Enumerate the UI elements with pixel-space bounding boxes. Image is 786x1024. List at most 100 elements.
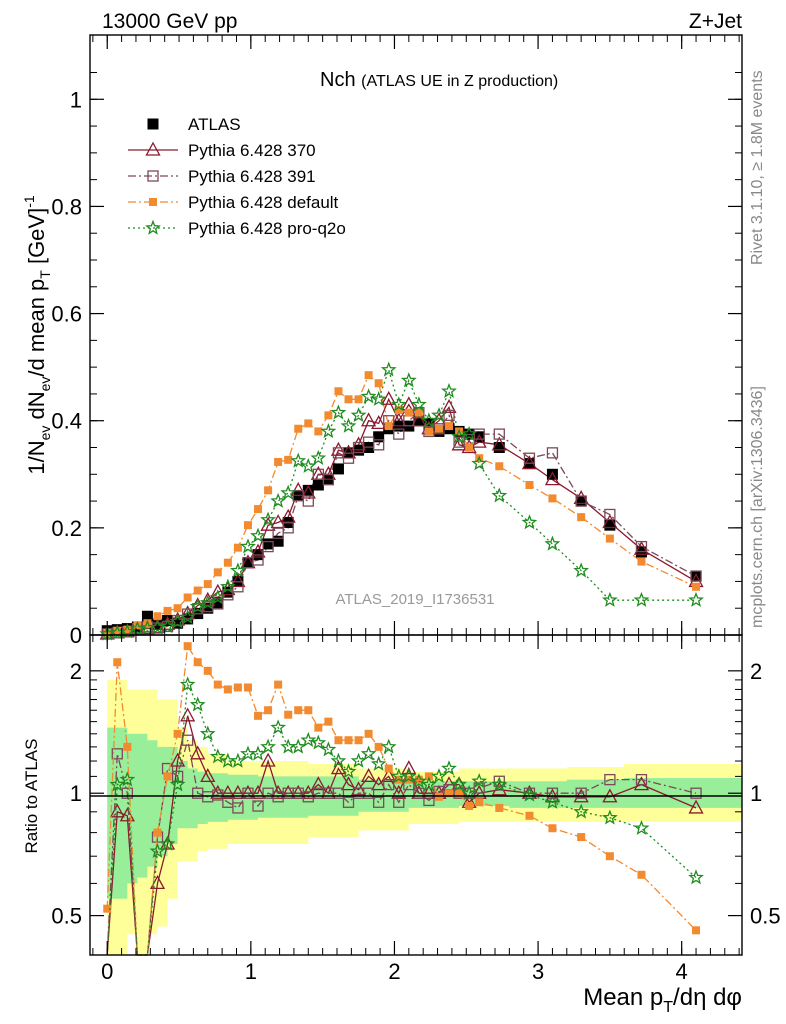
data-point-pdefault [344, 395, 353, 404]
ratio-point-p370 [401, 760, 417, 775]
ratio-point-pq2o [688, 869, 704, 885]
ratio-point-p370 [250, 784, 266, 799]
data-point-p391 [575, 495, 587, 507]
data-point-p370 [451, 436, 467, 451]
data-point-pq2o [380, 361, 397, 377]
ratio-point-p370 [119, 807, 135, 822]
data-point-atlas [262, 538, 274, 550]
data-point-p370 [230, 573, 246, 588]
data-point-pq2o [491, 487, 508, 503]
ratio-point-pq2o [471, 773, 488, 788]
data-point-atlas [222, 586, 234, 598]
legend-marker-pdefault [149, 198, 157, 206]
data-point-atlas [604, 519, 616, 531]
ratio-point-pq2o [250, 745, 266, 761]
x-tick-label: 4 [676, 959, 688, 984]
data-point-pdefault [465, 443, 474, 452]
ratio-point-p370 [381, 768, 397, 783]
data-point-pdefault [324, 411, 333, 420]
data-point-pq2o [451, 428, 468, 444]
ratio-point-p370 [421, 784, 437, 799]
x-tick-label: 1 [245, 959, 257, 984]
data-point-p391 [262, 540, 274, 553]
ratio-point-pq2o [149, 842, 166, 858]
ratio-point-p370 [260, 752, 276, 767]
ratio-point-pdefault [455, 789, 464, 798]
data-point-p391 [604, 508, 616, 521]
data-point-p370 [300, 484, 316, 499]
data-point-pq2o [179, 608, 196, 625]
ratio-point-p391 [413, 787, 425, 799]
data-point-pdefault [414, 408, 423, 417]
data-point-pdefault [525, 481, 534, 489]
ratio-point-pdefault [243, 683, 252, 692]
data-point-pq2o [601, 591, 618, 607]
data-point-pdefault [243, 521, 252, 530]
data-point-pq2o [688, 591, 704, 607]
ratio-point-p391 [635, 773, 648, 786]
ratio-point-pdefault [605, 852, 614, 861]
ratio-point-pdefault [475, 798, 484, 807]
data-point-p391 [342, 452, 355, 464]
ratio-point-pq2o [370, 755, 387, 771]
svg-text:1/Nev dNev/d mean pT [GeV]-1: 1/Nev dNev/d mean pT [GeV]-1 [21, 195, 53, 475]
ratio-tick-label: 0.5 [51, 904, 82, 929]
data-point-p370 [371, 415, 387, 430]
rivet-version-label: Rivet 3.1.10, ≥ 1.8M events [749, 70, 766, 265]
ratio-point-p391 [604, 773, 616, 786]
ratio-point-pq2o [431, 768, 447, 784]
data-point-p370 [633, 540, 650, 555]
ratio-point-p391 [242, 787, 254, 799]
legend-marker-pq2o [145, 219, 161, 235]
data-point-atlas [272, 535, 284, 547]
data-point-pq2o [400, 372, 417, 388]
ratio-point-pdefault [445, 789, 454, 798]
ratio-point-p370 [200, 768, 216, 783]
mcplots-label: mcplots.cern.ch [arXiv:1306.3436] [749, 386, 766, 628]
data-point-pq2o [300, 458, 317, 473]
ratio-point-pq2o [320, 741, 337, 757]
data-point-p391 [493, 428, 505, 440]
ratio-point-p370 [330, 760, 347, 775]
data-point-atlas [373, 431, 385, 443]
data-point-p370 [320, 465, 336, 480]
data-point-p391 [635, 540, 648, 553]
data-point-p391 [523, 452, 536, 464]
data-point-pdefault [193, 586, 202, 595]
ratio-point-p370 [633, 776, 650, 791]
data-point-pdefault [133, 621, 142, 630]
ratio-point-p391 [362, 787, 375, 799]
data-point-atlas [413, 415, 425, 427]
data-point-p391 [443, 409, 455, 422]
data-point-pdefault [173, 604, 182, 613]
x-tick-label: 0 [101, 959, 113, 984]
ratio-point-p370 [688, 799, 704, 814]
data-point-pdefault [264, 486, 273, 495]
data-point-p391 [546, 447, 559, 459]
ratio-point-pdefault [153, 828, 162, 837]
data-point-pdefault [637, 557, 646, 566]
legend-label-p370: Pythia 6.428 370 [188, 141, 316, 160]
data-point-pq2o [330, 404, 347, 420]
x-ticks: 0 1 2 3 4 [92, 35, 740, 984]
ratio-point-p370 [310, 776, 326, 791]
energy-label: 13000 GeV pp [102, 10, 237, 33]
ratio-point-pdefault [173, 729, 182, 738]
data-point-pq2o [544, 535, 561, 551]
data-point-p370 [250, 543, 266, 558]
y-tick-label: 1 [70, 87, 82, 112]
ratio-line-pq2o [106, 682, 697, 956]
ratio-point-pdefault [123, 742, 132, 751]
data-point-pq2o [280, 484, 297, 500]
main-plot-panel: 0 0.2 0.4 0.6 0.8 1 Nch (ATLAS UE in Z produc… [51, 34, 743, 648]
ratio-point-pq2o [300, 731, 317, 747]
data-point-pdefault [434, 424, 443, 433]
data-point-pdefault [394, 406, 403, 414]
ratio-point-p370 [170, 752, 186, 767]
data-point-p370 [350, 436, 367, 451]
ratio-point-pq2o [400, 768, 417, 784]
data-point-pdefault [334, 387, 343, 396]
data-point-pdefault [294, 424, 303, 433]
ratio-point-pdefault [324, 717, 333, 726]
data-point-pdefault [223, 558, 232, 567]
